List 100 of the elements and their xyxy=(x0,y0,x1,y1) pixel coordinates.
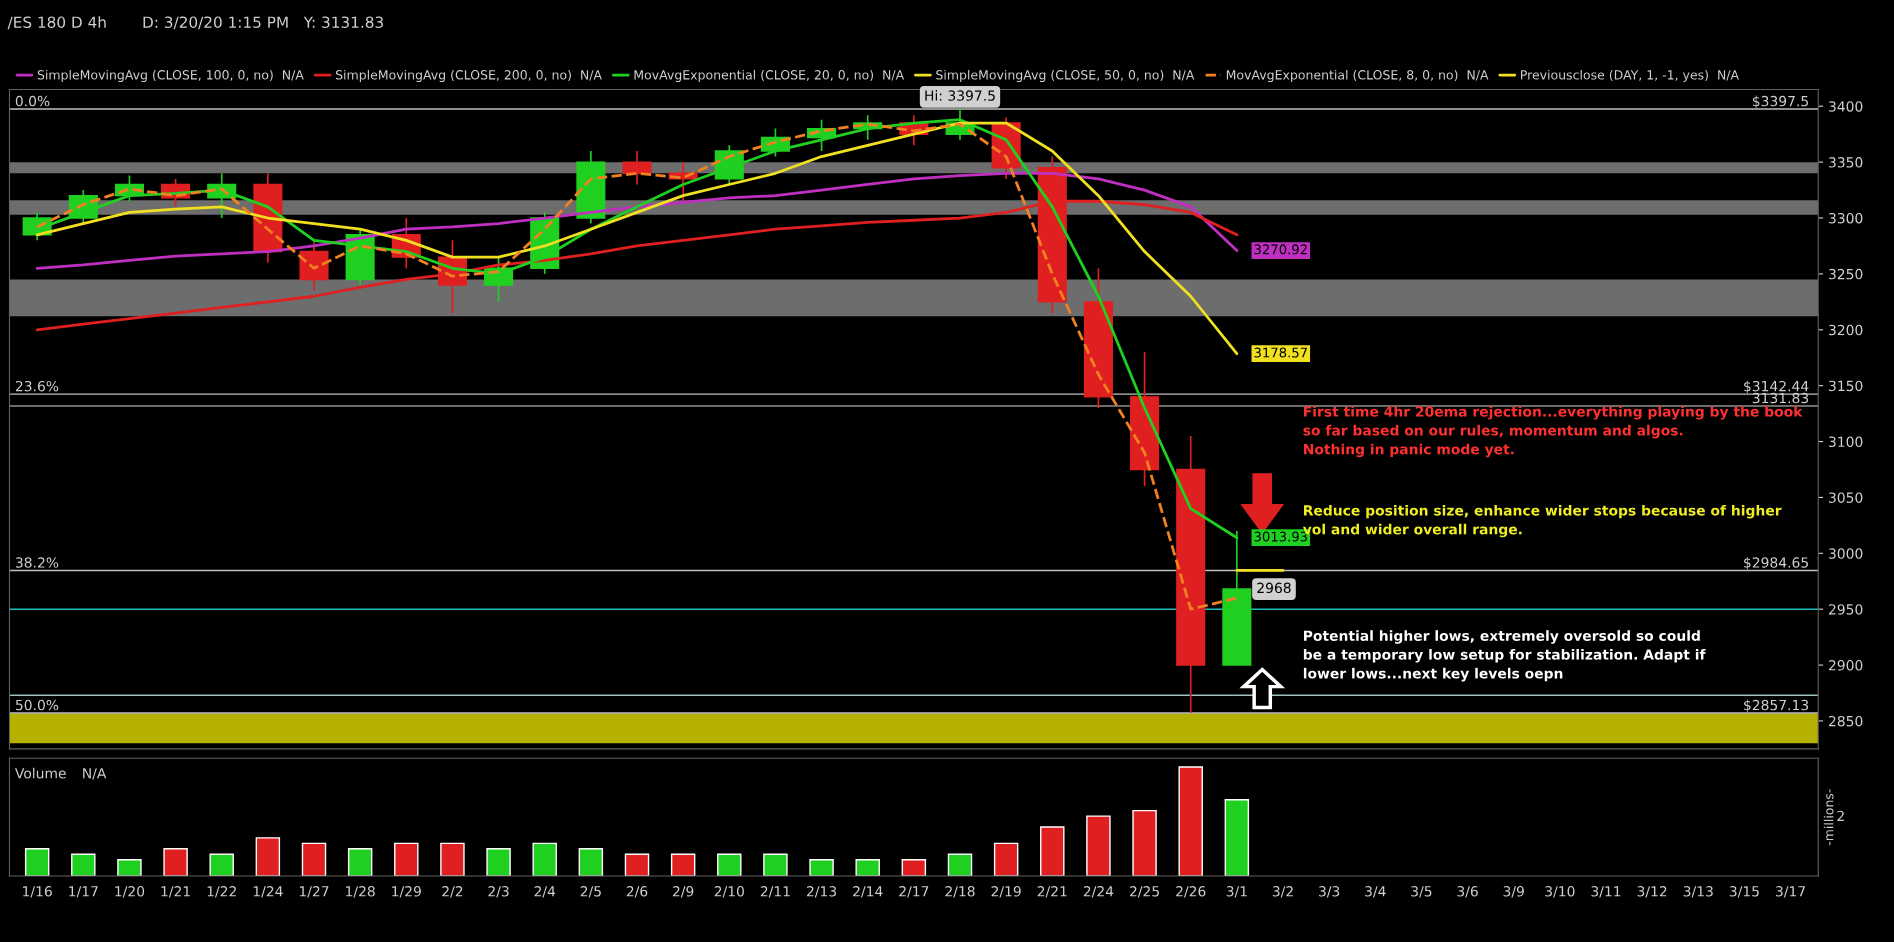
x-tick-label: 2/24 xyxy=(1083,886,1114,898)
annotation: 23.6% xyxy=(15,380,59,392)
x-tick-label: 1/17 xyxy=(69,886,98,898)
bar xyxy=(347,848,373,877)
x-tick-label: 2/18 xyxy=(945,886,975,898)
x-tick-label: 3/15 xyxy=(1729,886,1759,898)
bar xyxy=(117,859,142,877)
chart-subtitle: D: 3/20/20 1:15 PM Y: 3131.83 xyxy=(143,16,383,30)
x-tick-label: 3/13 xyxy=(1683,886,1713,898)
x-tick-label: 3/9 xyxy=(1503,886,1524,898)
bar xyxy=(717,853,742,877)
bar xyxy=(255,837,281,877)
y-tick-label: 3150 xyxy=(1829,380,1863,392)
y-tick-label: 3250 xyxy=(1829,268,1863,280)
x-tick-label: 3/4 xyxy=(1365,886,1386,898)
bar xyxy=(71,853,96,877)
data-label: 3270.92 xyxy=(1254,244,1307,255)
x-tick-label: 2/5 xyxy=(580,886,601,898)
annotation: 50.0% xyxy=(15,699,59,711)
x-tick-label: 2/4 xyxy=(534,886,556,898)
bar xyxy=(24,848,50,877)
y-tick-label: 3000 xyxy=(1829,548,1863,559)
bar xyxy=(993,842,1019,877)
y-tick-label: 3400 xyxy=(1829,101,1863,112)
annotation: 2968 xyxy=(1257,582,1291,594)
annotation: Hi: 3397.5 xyxy=(925,90,995,101)
x-tick-label: 2/26 xyxy=(1176,886,1206,898)
x-tick-label: 3/6 xyxy=(1457,886,1478,898)
bar xyxy=(209,853,234,877)
x-tick-label: 2/14 xyxy=(853,886,883,898)
x-tick-label: 3/10 xyxy=(1545,886,1575,898)
bar xyxy=(301,842,327,877)
annotation: First time 4hr 20ema rejection...everything playing by the book so far based on our rules, momentum and algos. Nothing in panic mode yet. xyxy=(1303,406,1803,458)
bar xyxy=(1086,815,1111,877)
x-tick-label: 3/12 xyxy=(1637,886,1667,898)
bar xyxy=(1178,766,1203,877)
bar xyxy=(1224,799,1250,877)
x-tick-label: 2/19 xyxy=(991,886,1021,898)
y-tick-label: 3350 xyxy=(1829,157,1863,168)
bar xyxy=(809,859,834,877)
x-tick-label: 1/21 xyxy=(161,886,190,898)
x-tick-label: 2/9 xyxy=(672,886,694,898)
x-tick-label: 3/1 xyxy=(1226,886,1247,898)
bar xyxy=(1040,826,1065,877)
x-tick-label: 2/21 xyxy=(1037,886,1067,898)
ref-line-label: $3142.44 xyxy=(1744,380,1809,394)
annotation: N/A xyxy=(83,768,107,780)
x-tick-label: 2/25 xyxy=(1129,886,1159,898)
bar xyxy=(855,859,880,877)
annotation: 0.0% xyxy=(15,95,50,107)
y-tick-label: 3300 xyxy=(1829,212,1863,224)
ref-line-label: $2857.13 xyxy=(1744,699,1809,713)
legend-label: Previousclose (DAY, 1, -1, yes) N/A xyxy=(1521,69,1739,82)
bar xyxy=(763,853,788,877)
y-tick-label: 2900 xyxy=(1828,660,1863,671)
bar xyxy=(440,842,465,877)
bar xyxy=(1132,809,1157,877)
x-tick-label: 2/10 xyxy=(714,886,744,898)
bar xyxy=(670,853,696,877)
bar xyxy=(901,859,927,877)
ref-line-label: $2984.65 xyxy=(1744,557,1808,570)
x-tick-label: 1/24 xyxy=(253,886,283,898)
data-label: 3178.57 xyxy=(1254,347,1307,358)
x-tick-label: 2/13 xyxy=(806,886,837,898)
bar xyxy=(532,842,557,877)
y-axis-title: -millions- xyxy=(1823,789,1834,846)
x-tick-label: 3/2 xyxy=(1272,886,1293,898)
annotation: 38.2% xyxy=(15,557,59,568)
x-tick-label: 2/2 xyxy=(442,886,463,898)
x-tick-label: 1/22 xyxy=(207,886,236,898)
bar xyxy=(163,848,188,877)
y-tick-label: 2850 xyxy=(1828,715,1863,727)
y-tick-label: 3100 xyxy=(1829,436,1863,448)
ref-line-label: 3131.83 xyxy=(1752,392,1809,404)
legend-label: MovAvgExponential (CLOSE, 8, 0, no) N/A xyxy=(1226,69,1489,82)
x-tick-label: 2/6 xyxy=(626,886,648,898)
bar xyxy=(394,842,419,877)
bar xyxy=(578,848,604,877)
x-tick-label: 3/11 xyxy=(1591,886,1621,898)
x-tick-label: 2/3 xyxy=(488,886,509,898)
bar xyxy=(947,853,973,877)
x-tick-label: 1/16 xyxy=(23,886,52,898)
chart-title: Volume xyxy=(15,767,66,779)
legend-label: MovAvgExponential (CLOSE, 20, 0, no) N/A xyxy=(634,69,905,82)
x-tick-label: 3/3 xyxy=(1319,886,1340,898)
x-tick-label: 1/27 xyxy=(299,886,329,898)
x-tick-label: 3/17 xyxy=(1776,886,1805,898)
y-tick-label: 2950 xyxy=(1828,604,1863,615)
x-tick-label: 3/5 xyxy=(1411,886,1432,898)
x-tick-label: 2/11 xyxy=(760,886,790,898)
x-tick-label: 2/17 xyxy=(899,886,929,898)
y-tick-label: 3050 xyxy=(1829,492,1863,503)
bar xyxy=(624,853,650,877)
y-tick-label: 3200 xyxy=(1829,324,1863,336)
x-tick-label: 1/29 xyxy=(392,886,421,898)
ref-line-label: $3397.5 xyxy=(1752,95,1808,109)
legend-label: SimpleMovingAvg (CLOSE, 50, 0, no) N/A xyxy=(936,69,1195,82)
bar xyxy=(486,848,511,877)
legend-label: SimpleMovingAvg (CLOSE, 100, 0, no) N/A xyxy=(37,69,304,82)
text: 2 xyxy=(1837,810,1844,822)
